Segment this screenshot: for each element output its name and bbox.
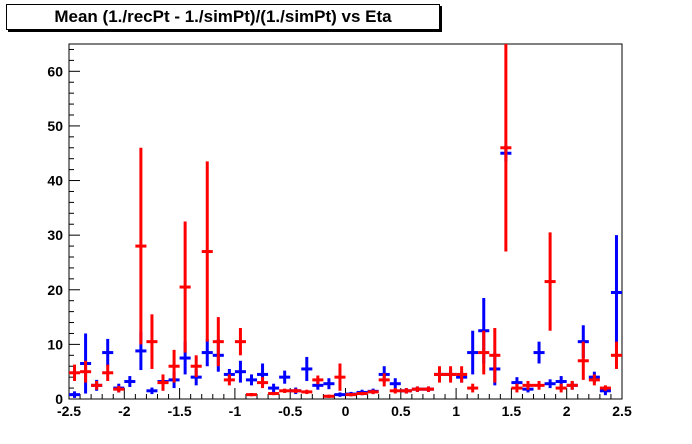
- axis-labels: -2.5 -2 -1.5 -1 -0.5 0 0.5 1 1.5 2 2.5 0 10 20 30 40 50 6…: [47, 63, 632, 419]
- x-tick-label: 1: [452, 403, 460, 419]
- y-tick-label: 60: [47, 63, 63, 79]
- y-tick-label: 0: [55, 391, 63, 407]
- x-tick-label: 0: [342, 403, 350, 419]
- y-tick-label: 20: [47, 282, 63, 298]
- y-tick-label: 50: [47, 118, 63, 134]
- x-tick-label: 2: [563, 403, 571, 419]
- axis-ticks: [68, 48, 623, 400]
- x-tick-label: 2.5: [612, 403, 632, 419]
- y-tick-label: 10: [47, 336, 63, 352]
- chart-title: Mean (1./recPt - 1./simPt)/(1./simPt) vs…: [54, 7, 392, 26]
- x-tick-label: -1: [229, 403, 242, 419]
- x-tick-label: -1.5: [168, 403, 192, 419]
- y-tick-label: 30: [47, 227, 63, 243]
- y-tick-label: 40: [47, 173, 63, 189]
- x-tick-label: 0.5: [391, 403, 411, 419]
- x-tick-label: 1.5: [502, 403, 522, 419]
- x-tick-label: -2.5: [57, 403, 81, 419]
- chart-title-box: Mean (1./recPt - 1./simPt)/(1./simPt) vs…: [6, 4, 440, 30]
- x-tick-label: -0.5: [278, 403, 302, 419]
- data-series: [69, 44, 622, 398]
- x-tick-label: -2: [118, 403, 131, 419]
